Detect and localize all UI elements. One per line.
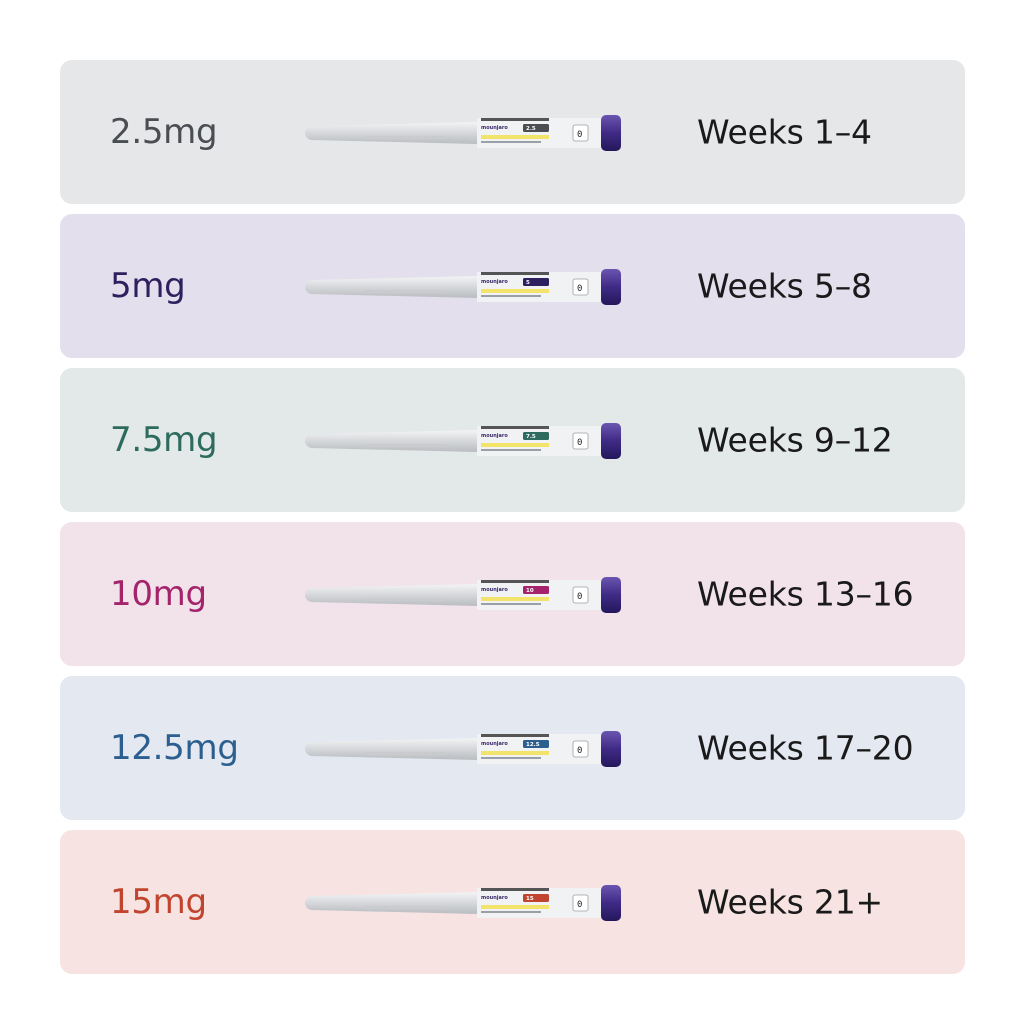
pen-groove — [365, 444, 445, 447]
weeks-label: Weeks 21+ — [697, 882, 883, 922]
pen-fine-print — [481, 757, 541, 759]
pen-dose-text: 10 — [526, 588, 534, 594]
injection-pen-icon: mounjaro 15 0 — [305, 885, 621, 921]
pen-dose-window — [572, 586, 589, 604]
pen-brand-text: mounjaro — [481, 895, 508, 901]
pen-dose-tag — [523, 432, 549, 440]
pen-groove — [365, 290, 445, 293]
pen-dose-text: 7.5 — [526, 434, 536, 440]
pen-fine-print — [481, 141, 541, 143]
pen-dose-window — [572, 278, 589, 296]
dose-row-1: 5mg mounjaro 5 — [60, 214, 965, 358]
pen-groove — [365, 598, 445, 601]
pen-dial-text: 0 — [577, 900, 582, 910]
pen-brand-text: mounjaro — [481, 279, 508, 285]
pen-dial-text: 0 — [577, 592, 582, 602]
pen-brand-text: mounjaro — [481, 125, 508, 131]
pen-dial-text: 0 — [577, 746, 582, 756]
pen-body — [305, 584, 477, 606]
pen-barcode — [481, 118, 549, 121]
pen-body — [305, 738, 477, 760]
pen-barcode — [481, 426, 549, 429]
pen-dose-tag — [523, 740, 549, 748]
pen-dose-tag — [523, 124, 549, 132]
pen-yellow-strip — [481, 289, 549, 293]
dose-row-3: 10mg mounjaro 10 — [60, 522, 965, 666]
dose-label: 2.5mg — [110, 112, 218, 152]
pen-groove — [365, 906, 445, 909]
pen-cap — [601, 115, 621, 151]
pen-yellow-strip — [481, 905, 549, 909]
injection-pen-icon: mounjaro 7.5 0 — [305, 423, 621, 459]
pen-yellow-strip — [481, 597, 549, 601]
pen-dose-tag — [523, 586, 549, 594]
dose-label: 15mg — [110, 882, 207, 922]
weeks-label: Weeks 13–16 — [697, 574, 914, 614]
pen-dose-tag — [523, 894, 549, 902]
dose-row-0: 2.5mg mounjaro 2.5 — [60, 60, 965, 204]
pen-fine-print — [481, 911, 541, 913]
weeks-label: Weeks 1–4 — [697, 112, 872, 152]
weeks-label: Weeks 5–8 — [697, 266, 872, 306]
pen-dose-text: 12.5 — [526, 742, 540, 748]
pen-dose-tag — [523, 278, 549, 286]
pen-brand-text: mounjaro — [481, 433, 508, 439]
pen-dose-text: 15 — [526, 896, 534, 902]
dose-schedule: 2.5mg mounjaro 2.5 — [60, 60, 965, 984]
dose-label: 10mg — [110, 574, 207, 614]
pen-groove — [365, 136, 445, 139]
pen-yellow-strip — [481, 751, 549, 755]
pen-fine-print — [481, 603, 541, 605]
pen-barcode — [481, 734, 549, 737]
injection-pen-icon: mounjaro 2.5 0 — [305, 115, 621, 151]
injection-pen-icon: mounjaro 5 0 — [305, 269, 621, 305]
pen-body — [305, 276, 477, 298]
pen-cap — [601, 731, 621, 767]
pen-dial-text: 0 — [577, 130, 582, 140]
pen-body — [305, 430, 477, 452]
weeks-label: Weeks 9–12 — [697, 420, 893, 460]
pen-barcode — [481, 888, 549, 891]
pen-cap — [601, 269, 621, 305]
pen-cap — [601, 885, 621, 921]
pen-body — [305, 892, 477, 914]
pen-dose-window — [572, 740, 589, 758]
pen-cap — [601, 577, 621, 613]
pen-cap — [601, 423, 621, 459]
dose-label: 7.5mg — [110, 420, 218, 460]
pen-dose-text: 5 — [526, 280, 530, 286]
dose-label: 5mg — [110, 266, 186, 306]
pen-brand-text: mounjaro — [481, 587, 508, 593]
pen-dial-text: 0 — [577, 284, 582, 294]
dose-row-4: 12.5mg mounjaro 12.5 — [60, 676, 965, 820]
pen-fine-print — [481, 449, 541, 451]
pen-brand-text: mounjaro — [481, 741, 508, 747]
pen-dose-window — [572, 432, 589, 450]
pen-barcode — [481, 272, 549, 275]
pen-body — [305, 122, 477, 144]
weeks-label: Weeks 17–20 — [697, 728, 914, 768]
pen-dose-window — [572, 894, 589, 912]
pen-dose-window — [572, 124, 589, 142]
injection-pen-icon: mounjaro 10 0 — [305, 577, 621, 613]
pen-yellow-strip — [481, 443, 549, 447]
pen-yellow-strip — [481, 135, 549, 139]
injection-pen-icon: mounjaro 12.5 0 — [305, 731, 621, 767]
dose-row-5: 15mg mounjaro 15 — [60, 830, 965, 974]
pen-fine-print — [481, 295, 541, 297]
dose-row-2: 7.5mg mounjaro 7.5 — [60, 368, 965, 512]
pen-barcode — [481, 580, 549, 583]
pen-dial-text: 0 — [577, 438, 582, 448]
pen-groove — [365, 752, 445, 755]
pen-dose-text: 2.5 — [526, 126, 536, 132]
dose-label: 12.5mg — [110, 728, 239, 768]
